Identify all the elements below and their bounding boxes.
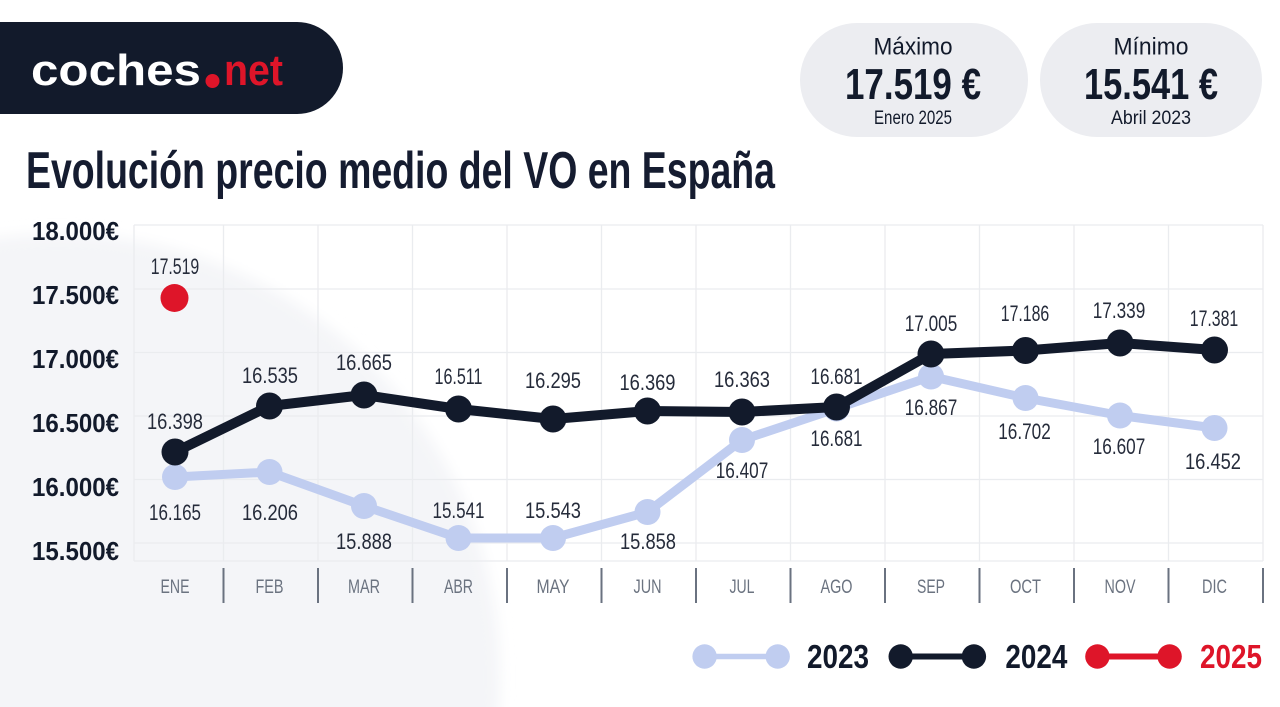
svg-text:16.165: 16.165 (149, 500, 201, 525)
svg-text:FEB: FEB (256, 577, 284, 598)
svg-text:Máximo: Máximo (874, 34, 953, 61)
svg-text:2025: 2025 (1200, 638, 1262, 675)
svg-text:16.867: 16.867 (905, 395, 958, 420)
svg-text:15.541: 15.541 (433, 498, 485, 523)
svg-text:2023: 2023 (807, 638, 869, 675)
svg-text:NOV: NOV (1105, 577, 1136, 598)
svg-text:16.511: 16.511 (435, 364, 483, 389)
svg-text:16.681: 16.681 (811, 426, 863, 451)
svg-text:coches: coches (31, 46, 201, 95)
svg-text:SEP: SEP (917, 577, 945, 598)
svg-text:OCT: OCT (1010, 577, 1041, 598)
svg-text:16.500€: 16.500€ (32, 408, 119, 438)
svg-text:15.888: 15.888 (336, 529, 392, 554)
svg-text:17.186: 17.186 (1001, 301, 1050, 326)
svg-text:16.398: 16.398 (147, 409, 203, 434)
svg-text:16.665: 16.665 (336, 350, 392, 375)
svg-text:Abril 2023: Abril 2023 (1111, 107, 1191, 129)
svg-text:Enero 2025: Enero 2025 (874, 107, 952, 129)
svg-text:16.407: 16.407 (716, 458, 769, 483)
svg-text:17.381: 17.381 (1190, 306, 1239, 331)
svg-text:Evolución precio medio del VO: Evolución precio medio del VO en España (26, 142, 776, 200)
svg-text:16.206: 16.206 (242, 500, 298, 525)
svg-text:AGO: AGO (821, 577, 853, 598)
svg-text:MAR: MAR (348, 577, 380, 598)
svg-text:17.000€: 17.000€ (32, 344, 119, 374)
svg-text:16.607: 16.607 (1093, 434, 1146, 459)
svg-text:ENE: ENE (161, 577, 190, 598)
svg-text:15.858: 15.858 (620, 529, 676, 554)
svg-text:18.000€: 18.000€ (32, 216, 119, 246)
svg-text:16.369: 16.369 (620, 370, 676, 395)
svg-text:MAY: MAY (537, 577, 570, 598)
svg-text:16.452: 16.452 (1185, 449, 1241, 474)
svg-text:16.363: 16.363 (714, 367, 770, 392)
svg-text:JUN: JUN (634, 577, 662, 598)
svg-text:17.500€: 17.500€ (32, 280, 119, 310)
svg-text:15.500€: 15.500€ (32, 536, 119, 566)
svg-text:16.000€: 16.000€ (32, 472, 119, 502)
svg-text:JUL: JUL (730, 577, 755, 598)
svg-text:15.541 €: 15.541 € (1084, 60, 1218, 109)
svg-text:17.519 €: 17.519 € (845, 60, 981, 109)
svg-text:net: net (224, 46, 283, 95)
svg-text:17.339: 17.339 (1093, 298, 1146, 323)
svg-text:16.535: 16.535 (242, 363, 298, 388)
svg-text:2024: 2024 (1005, 638, 1068, 675)
svg-text:ABR: ABR (444, 577, 473, 598)
svg-text:Mínimo: Mínimo (1114, 34, 1189, 61)
svg-text:17.005: 17.005 (905, 311, 958, 336)
svg-text:17.519: 17.519 (151, 254, 200, 279)
svg-text:DIC: DIC (1202, 577, 1227, 598)
svg-text:16.681: 16.681 (811, 364, 863, 389)
svg-text:16.295: 16.295 (525, 368, 581, 393)
svg-text:15.543: 15.543 (525, 498, 581, 523)
svg-text:16.702: 16.702 (998, 419, 1051, 444)
